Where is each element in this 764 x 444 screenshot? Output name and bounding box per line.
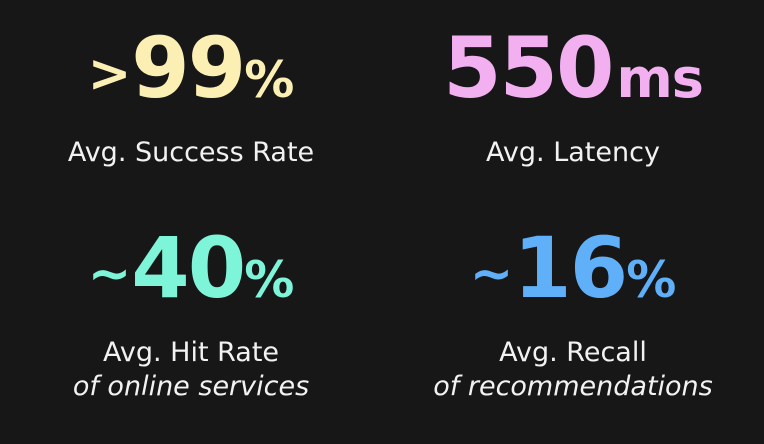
- stat-value: ~40%: [0, 222, 382, 314]
- stat-recall: ~16% Avg. Recall of recommendations: [382, 222, 764, 404]
- stat-label: Avg. Success Rate: [67, 137, 315, 168]
- stat-prefix: ~: [469, 244, 514, 304]
- stat-suffix: %: [626, 251, 677, 309]
- stat-latency: 550ms Avg. Latency: [382, 22, 764, 170]
- stat-label: Avg. Hit Rate: [102, 337, 280, 368]
- stat-number: 99: [131, 19, 246, 117]
- stat-suffix: %: [244, 251, 295, 309]
- stat-label: Avg. Recall: [499, 337, 647, 368]
- stat-prefix: ~: [87, 244, 132, 304]
- stat-suffix: %: [244, 51, 295, 109]
- stat-hit-rate: ~40% Avg. Hit Rate of online services: [0, 222, 382, 404]
- stat-sublabel: of online services: [72, 371, 310, 402]
- stat-prefix: >: [87, 44, 132, 104]
- stat-suffix: ms: [616, 47, 703, 110]
- stat-success-rate: >99% Avg. Success Rate: [0, 22, 382, 170]
- stat-value: ~16%: [382, 222, 764, 314]
- stat-number: 16: [513, 219, 628, 317]
- stat-number: 550: [443, 19, 614, 117]
- stat-sublabel: of recommendations: [433, 371, 713, 402]
- stat-value: 550ms: [382, 22, 764, 114]
- stat-number: 40: [131, 219, 246, 317]
- stat-value: >99%: [0, 22, 382, 114]
- stat-label: Avg. Latency: [486, 137, 660, 168]
